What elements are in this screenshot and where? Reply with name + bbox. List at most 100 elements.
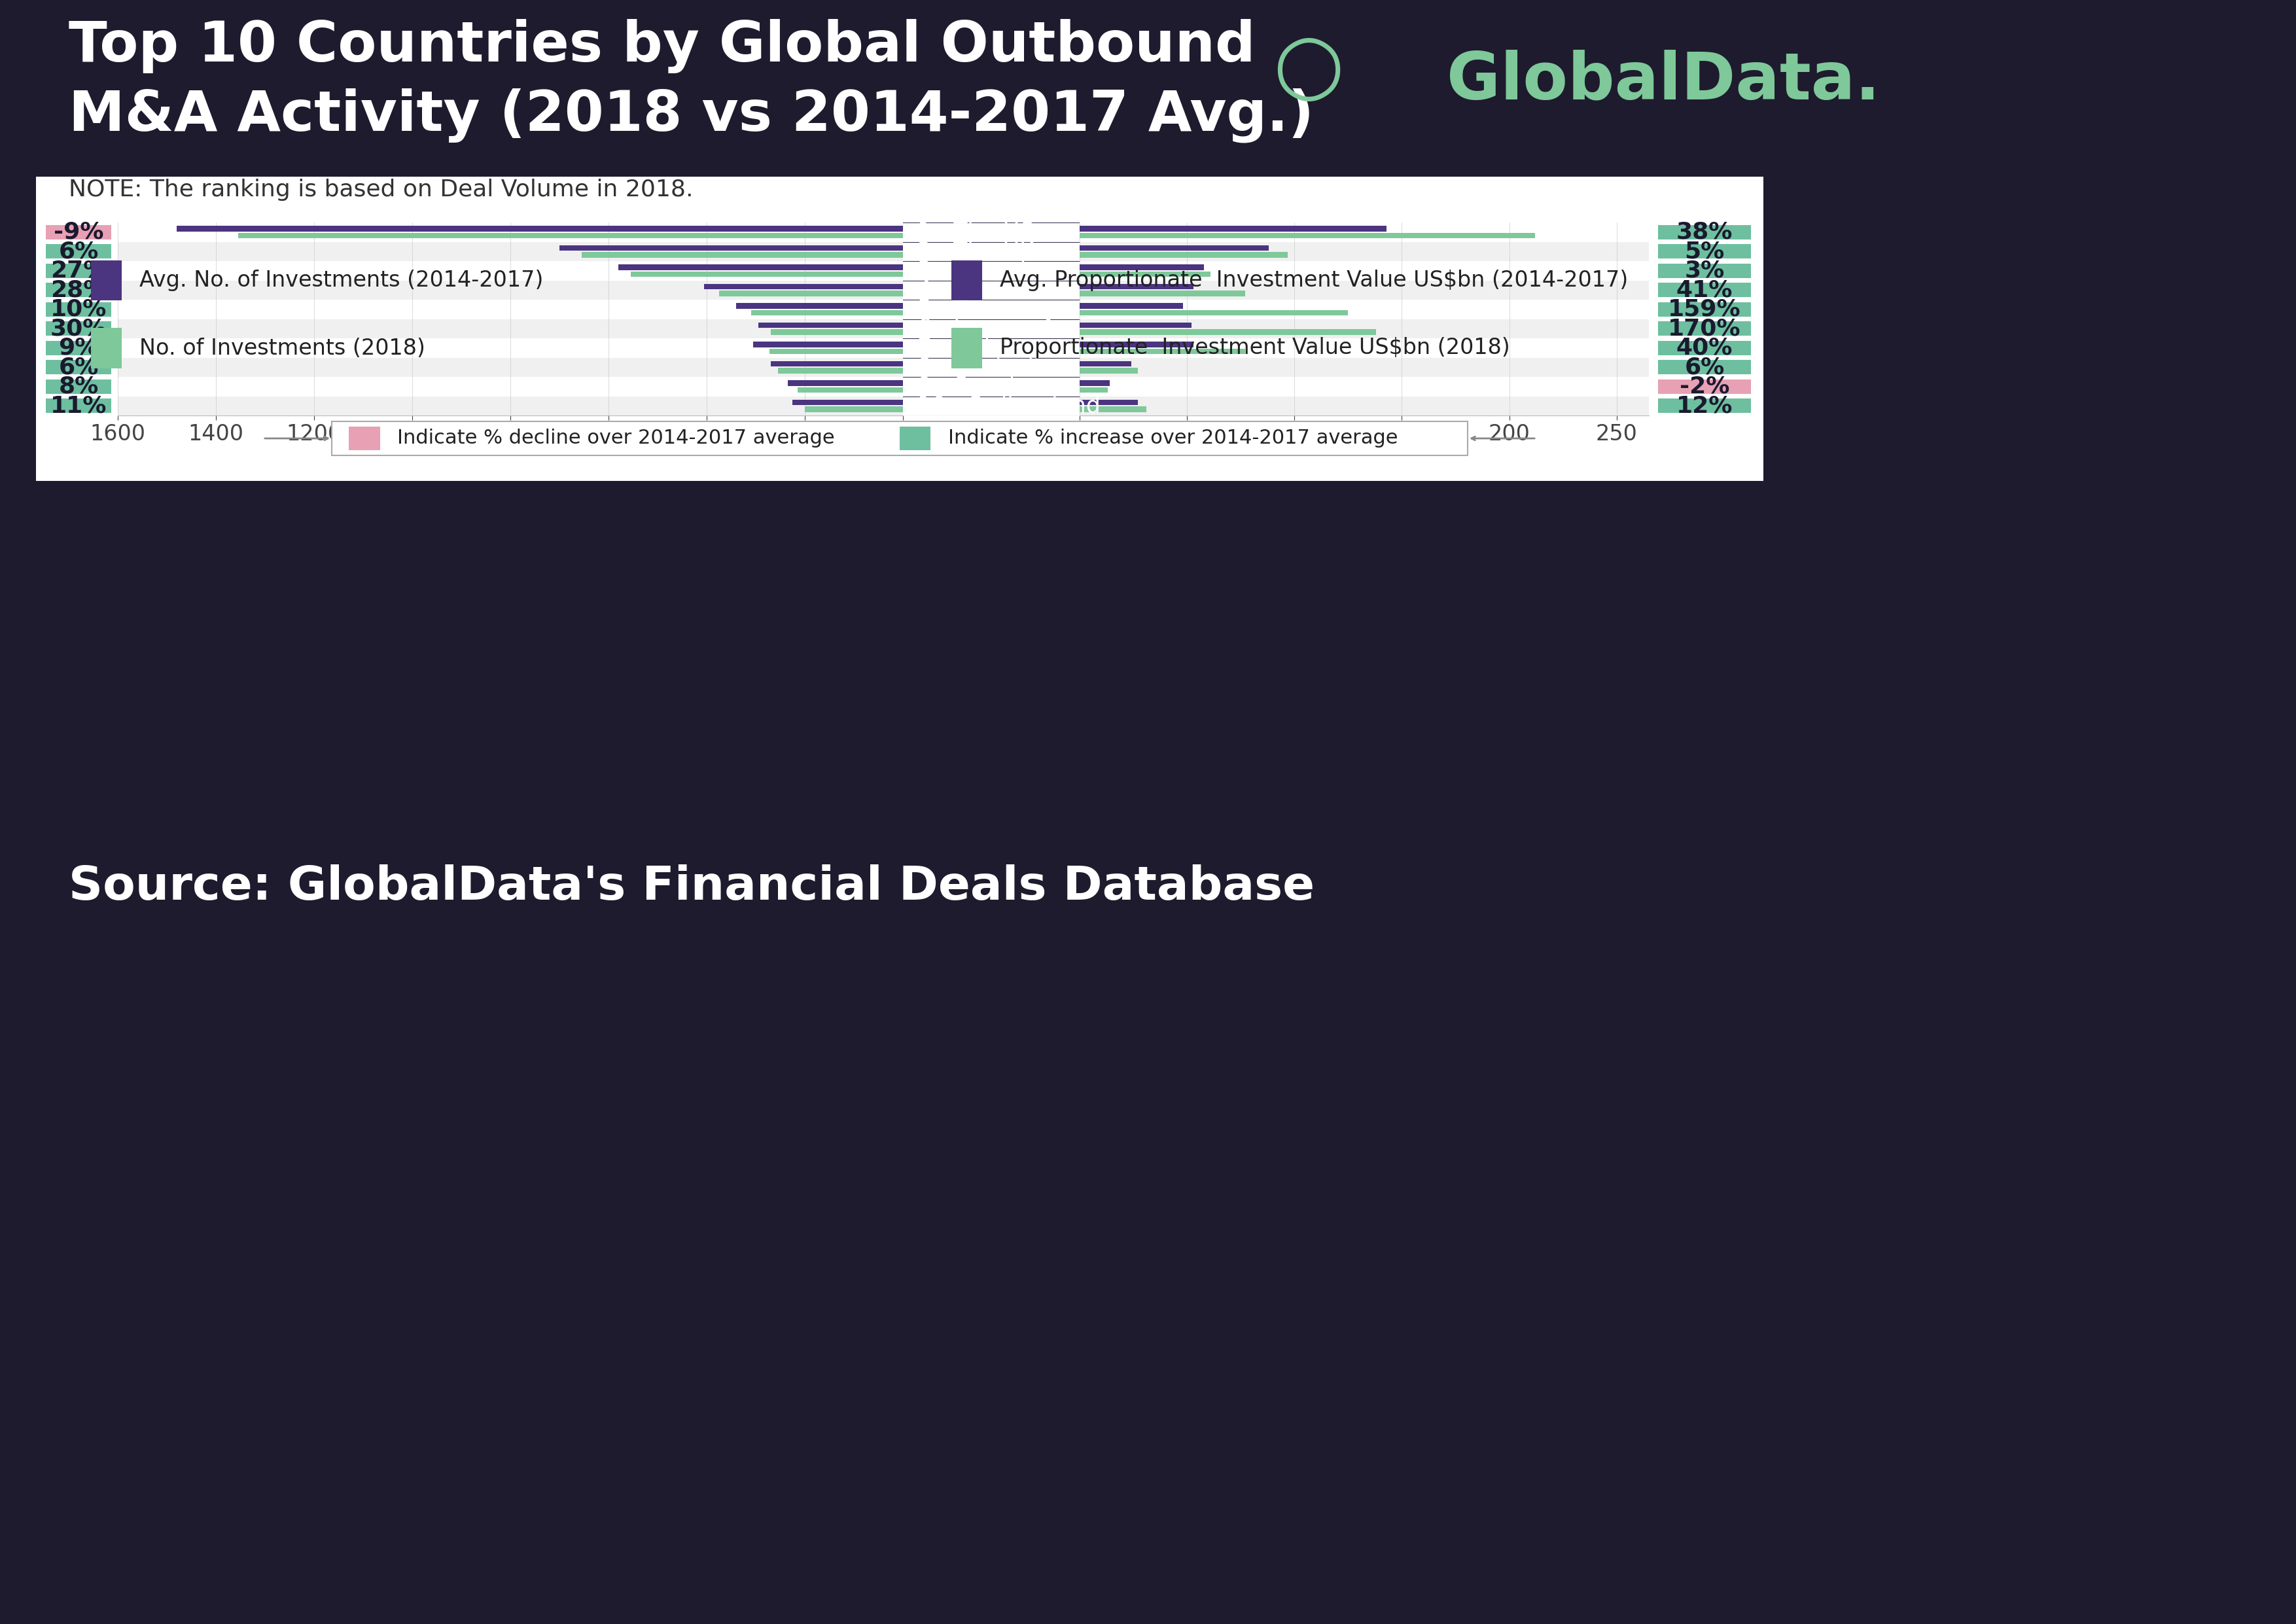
Bar: [1658, 302, 1752, 317]
Bar: [46, 398, 113, 412]
Bar: [1079, 330, 1375, 335]
Bar: [1658, 322, 1752, 336]
Bar: [951, 328, 983, 369]
Bar: [1658, 224, 1752, 239]
Bar: [46, 244, 113, 258]
Bar: [46, 341, 113, 356]
Bar: [1079, 357, 1649, 377]
Text: 10%: 10%: [51, 299, 108, 320]
Bar: [1079, 396, 1649, 416]
Text: 8%: 8%: [57, 375, 99, 398]
Bar: [46, 263, 113, 278]
Bar: [46, 224, 113, 239]
Bar: [177, 226, 902, 232]
Bar: [1079, 387, 1107, 393]
Bar: [46, 283, 113, 297]
Bar: [778, 367, 902, 374]
Text: 6%: 6%: [1685, 356, 1724, 378]
Bar: [1079, 400, 1137, 406]
Bar: [46, 378, 113, 395]
Bar: [751, 310, 902, 315]
Text: 6%: 6%: [57, 356, 99, 378]
Bar: [1658, 361, 1752, 375]
Text: 9%: 9%: [57, 336, 99, 359]
Bar: [1658, 378, 1752, 395]
Text: Indicate % increase over 2014-2017 average: Indicate % increase over 2014-2017 avera…: [948, 429, 1398, 448]
Text: 2.  The UK: 2. The UK: [916, 240, 1033, 263]
Bar: [1658, 341, 1752, 356]
Text: 1.  The US: 1. The US: [916, 221, 1033, 244]
Bar: [117, 338, 902, 357]
Bar: [1079, 304, 1182, 309]
Bar: [581, 252, 902, 258]
Bar: [1079, 284, 1194, 289]
Bar: [239, 232, 902, 239]
Text: ○: ○: [1272, 29, 1345, 107]
Text: NOTE: The ranking is based on Deal Volume in 2018.: NOTE: The ranking is based on Deal Volum…: [69, 179, 693, 201]
Text: 6.  Japan: 6. Japan: [916, 318, 1017, 339]
Bar: [117, 396, 902, 416]
Text: 38%: 38%: [1676, 221, 1733, 244]
Bar: [92, 260, 122, 300]
Text: 9.  Sweden: 9. Sweden: [916, 375, 1042, 398]
Bar: [1079, 377, 1649, 396]
Bar: [771, 361, 902, 367]
Text: No. of Investments (2018): No. of Investments (2018): [140, 338, 425, 359]
Text: 7.  China: 7. China: [916, 336, 1017, 359]
Bar: [900, 427, 930, 450]
Text: 41%: 41%: [1676, 279, 1733, 300]
Bar: [1079, 271, 1210, 278]
Bar: [618, 265, 902, 270]
Bar: [1658, 244, 1752, 258]
Bar: [792, 400, 902, 406]
Bar: [333, 421, 1467, 455]
Text: GlobalData.: GlobalData.: [1446, 49, 1880, 112]
Text: 8.  Australia: 8. Australia: [916, 356, 1054, 378]
Bar: [117, 242, 902, 261]
Bar: [1079, 406, 1146, 412]
Bar: [1079, 341, 1194, 348]
Bar: [1079, 252, 1288, 258]
Bar: [771, 330, 902, 335]
Bar: [1079, 322, 1192, 328]
Bar: [1079, 226, 1387, 232]
Bar: [1079, 300, 1649, 318]
Bar: [1079, 367, 1137, 374]
Bar: [797, 387, 902, 393]
Bar: [951, 260, 983, 300]
Text: 170%: 170%: [1667, 318, 1740, 339]
Text: 11%: 11%: [51, 395, 108, 417]
Bar: [1658, 398, 1752, 412]
Text: -2%: -2%: [1678, 375, 1729, 398]
Bar: [1079, 338, 1649, 357]
Bar: [1079, 281, 1649, 300]
Bar: [1079, 222, 1649, 242]
Bar: [1079, 318, 1649, 338]
Bar: [92, 328, 122, 369]
Bar: [349, 427, 381, 450]
Bar: [719, 291, 902, 297]
Bar: [631, 271, 902, 278]
Bar: [1079, 245, 1270, 250]
Bar: [1079, 232, 1536, 239]
Text: Top 10 Countries by Global Outbound
M&A Activity (2018 vs 2014-2017 Avg.): Top 10 Countries by Global Outbound M&A …: [69, 19, 1313, 143]
Text: Avg. Proportionate  Investment Value US$bn (2014-2017): Avg. Proportionate Investment Value US$b…: [999, 270, 1628, 291]
Bar: [1079, 380, 1109, 387]
Text: Avg. No. of Investments (2014-2017): Avg. No. of Investments (2014-2017): [140, 270, 544, 291]
Bar: [769, 349, 902, 354]
Bar: [117, 281, 902, 300]
Bar: [46, 302, 113, 317]
Text: 3.  Canada: 3. Canada: [916, 260, 1040, 283]
Text: 6%: 6%: [57, 240, 99, 263]
Text: 40%: 40%: [1676, 336, 1733, 359]
Bar: [737, 304, 902, 309]
Text: 5.  Germany: 5. Germany: [916, 299, 1058, 320]
Bar: [117, 300, 902, 318]
Text: Deal Volume: Deal Volume: [411, 184, 668, 219]
Bar: [1079, 261, 1649, 281]
Bar: [1658, 263, 1752, 278]
Bar: [117, 318, 902, 338]
Bar: [788, 380, 902, 387]
Bar: [560, 245, 902, 250]
Text: 4.  France: 4. France: [916, 279, 1029, 300]
